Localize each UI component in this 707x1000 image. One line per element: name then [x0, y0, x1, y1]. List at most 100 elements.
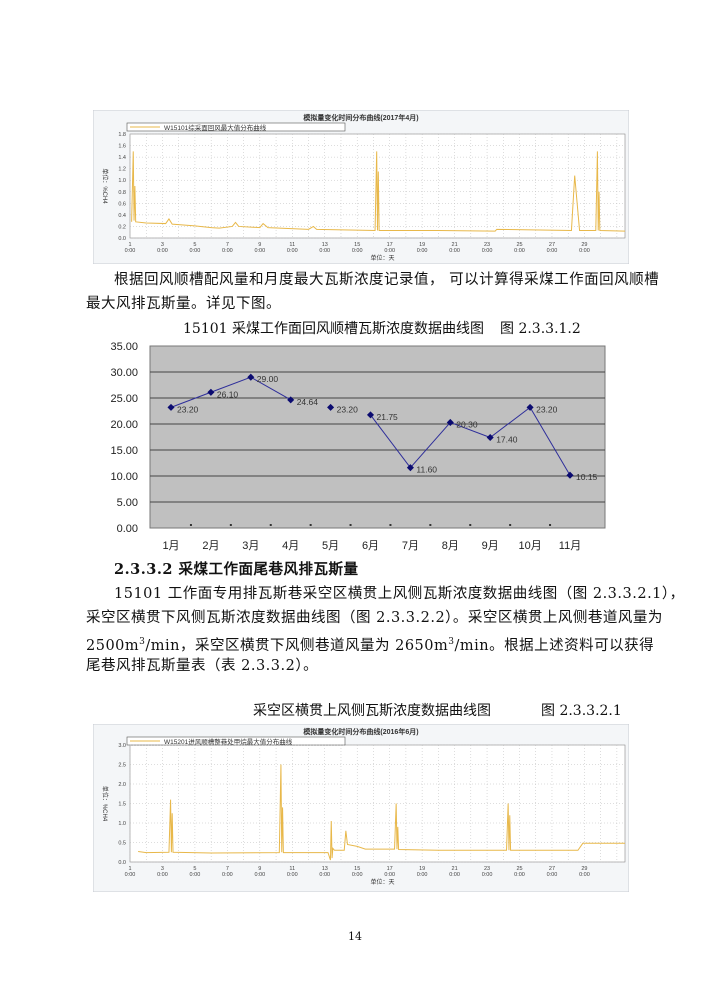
x-tick-sublabel: 0:00 [579, 248, 590, 254]
page-number: 14 [348, 930, 362, 943]
y-tick-label: 2.5 [118, 763, 126, 769]
y-tick-label: 0.0 [118, 860, 126, 866]
x-tick-sublabel: 0:00 [254, 248, 265, 254]
x-tick-mark [429, 524, 432, 526]
paragraph-line: 15101 工作面专用排瓦斯巷采空区横贯上风侧瓦斯浓度数据曲线图（图 2.3.3… [114, 586, 685, 602]
y-tick-label: 0.00 [117, 523, 138, 535]
x-tick-label: 29 [581, 866, 587, 872]
x-tick-sublabel: 0:00 [482, 872, 493, 878]
y-tick-label: 10.00 [110, 471, 138, 483]
x-tick-label: 17 [387, 866, 393, 872]
x-tick-label: 25 [516, 242, 522, 248]
time-series-chart-april-2017: 模拟量变化时间分布曲线(2017年4月) W15101综采面回风最大值分布曲线 0.… [93, 110, 629, 264]
y-tick-label: 0.0 [118, 236, 126, 242]
paragraph-line: 尾巷风排瓦斯量表（表 2.3.3.2）。 [86, 658, 319, 674]
x-tick-label: 1月 [162, 540, 179, 552]
x-tick-label: 23 [484, 242, 490, 248]
text: 2500m [86, 637, 140, 654]
x-tick-sublabel: 0:00 [449, 872, 460, 878]
y-axis-label: 单位：%CH4 [101, 168, 109, 204]
x-tick-sublabel: 0:00 [449, 248, 460, 254]
series-segment [410, 422, 451, 469]
y-axis-label: 单位：%CH4 [101, 786, 109, 822]
paragraph-line: 采空区横贯下风侧瓦斯浓度数据曲线图（图 2.3.3.2.2）。采空区横贯上风侧巷… [86, 610, 663, 626]
superscript: 3 [139, 637, 146, 647]
x-tick-label: 19 [419, 242, 425, 248]
series-segment [450, 421, 491, 438]
x-tick-sublabel: 0:00 [319, 248, 330, 254]
x-tick-sublabel: 0:00 [579, 872, 590, 878]
y-tick-label: 20.00 [110, 419, 138, 431]
x-tick-label: 13 [322, 866, 328, 872]
x-tick-mark [229, 524, 232, 526]
section-heading: 2.3.3.2 采煤工作面尾巷风排瓦斯量 [114, 561, 359, 578]
data-point [327, 403, 335, 411]
x-tick-label: 10月 [518, 540, 541, 552]
x-tick-label: 5 [193, 242, 196, 248]
series-segment [250, 376, 291, 401]
data-point [366, 411, 375, 419]
monthly-gas-concentration-chart: 0.00 5.00 10.00 15.00 20.00 25.00 30.00 35.00 1月… [110, 341, 606, 552]
x-tick-label: 21 [452, 866, 458, 872]
y-tick-label: 3.0 [118, 743, 126, 749]
x-axis-label: 单位：天 [370, 878, 394, 886]
x-tick-label: 25 [516, 866, 522, 872]
series-segment [170, 391, 212, 408]
x-tick-mark [269, 524, 272, 526]
x-tick-sublabel: 0:00 [190, 248, 201, 254]
x-tick-label: 1 [128, 242, 131, 248]
y-tick-label: 0.8 [118, 190, 126, 196]
time-series-chart-june-2016: 模拟量变化时间分布曲线(2016年6月) W15201进风顺槽整巷处甲烷最大值分布… [93, 724, 629, 892]
x-tick-mark [389, 524, 392, 526]
series-line [138, 764, 625, 861]
x-tick-label: 6月 [362, 540, 379, 552]
x-tick-mark [349, 524, 352, 526]
x-tick-sublabel: 0:00 [157, 248, 168, 254]
x-tick-sublabel: 0:00 [157, 872, 168, 878]
x-tick-sublabel: 0:00 [384, 872, 395, 878]
x-tick-label: 27 [549, 242, 555, 248]
x-tick-label: 21 [452, 242, 458, 248]
x-tick-label: 23 [484, 866, 490, 872]
x-tick-label: 13 [322, 242, 328, 248]
x-tick-sublabel: 0:00 [287, 248, 298, 254]
y-tick-label: 1.0 [118, 178, 126, 184]
x-tick-label: 7 [226, 866, 229, 872]
data-point [446, 418, 454, 426]
y-tick-label: 2.0 [118, 782, 126, 788]
text: /min。根据上述资料可以获得 [454, 637, 655, 654]
data-label: 17.40 [496, 435, 518, 445]
y-tick-label: 0.5 [118, 841, 126, 847]
x-tick-sublabel: 0:00 [417, 872, 428, 878]
y-tick-label: 35.00 [110, 341, 138, 353]
x-tick-label: 15 [354, 242, 360, 248]
figure-caption-number: 图 2.3.3.1.2 [500, 321, 581, 337]
series-line [131, 151, 626, 232]
x-tick-sublabel: 0:00 [352, 872, 363, 878]
y-tick-label: 25.00 [110, 393, 138, 405]
plot-area [129, 744, 626, 863]
x-tick-sublabel: 0:00 [514, 248, 525, 254]
x-axis-label: 单位：天 [370, 254, 394, 262]
data-label: 20.30 [456, 419, 478, 429]
x-tick-sublabel: 0:00 [319, 872, 330, 878]
y-tick-label: 1.4 [118, 155, 126, 161]
y-tick-label: 1.0 [118, 821, 126, 827]
x-tick-sublabel: 0:00 [547, 872, 558, 878]
series-segment [529, 407, 571, 476]
y-tick-label: 1.2 [118, 167, 126, 173]
x-tick-sublabel: 0:00 [352, 248, 363, 254]
x-tick-sublabel: 0:00 [125, 872, 136, 878]
data-point [406, 464, 414, 472]
figure-caption-number: 图 2.3.3.2.1 [541, 703, 622, 719]
x-tick-label: 8月 [442, 540, 459, 552]
data-point [486, 433, 494, 442]
x-tick-sublabel: 0:00 [547, 248, 558, 254]
data-label: 23.20 [536, 404, 558, 414]
data-point [566, 471, 574, 479]
plot-area [149, 345, 606, 529]
data-label: 23.20 [177, 404, 199, 414]
x-tick-mark [189, 524, 192, 526]
data-point [207, 388, 215, 396]
figure-caption-title: 采空区横贯上风侧瓦斯浓度数据曲线图 [253, 703, 491, 719]
